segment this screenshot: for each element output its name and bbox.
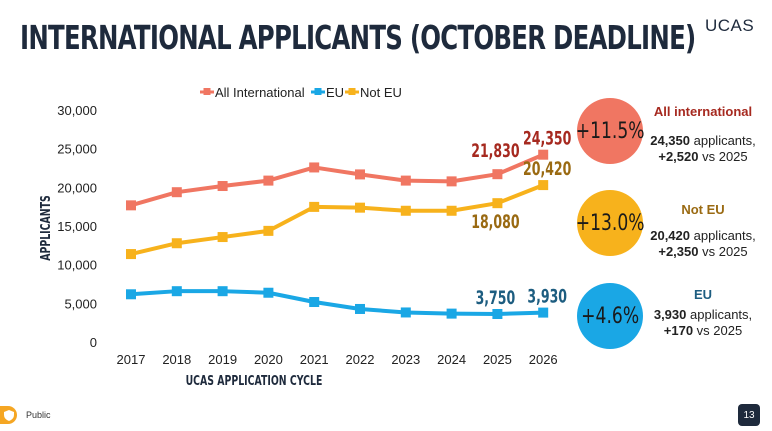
data-point: [355, 169, 365, 180]
summary-all-international-applicants: 24,350: [650, 133, 690, 148]
y-tick-label: 15,000: [57, 219, 97, 234]
x-axis-title: UCAS APPLICATION CYCLE: [186, 372, 323, 388]
data-point: [538, 307, 549, 318]
summary-eu-applicants: 3,930: [653, 307, 687, 322]
data-point: [446, 176, 457, 187]
data-point: [538, 180, 549, 191]
legend-label-2: Not EU: [360, 85, 402, 100]
classification-icon: [0, 406, 17, 424]
x-tick-label: 2017: [117, 352, 146, 367]
legend-marker-0: [203, 88, 211, 95]
y-tick-label: 0: [90, 335, 97, 350]
summary-not-eu-change: +2,350: [658, 244, 699, 259]
badge-eu: +4.6%: [577, 283, 643, 349]
data-point: [446, 205, 457, 216]
data-point: [492, 309, 503, 319]
data-point: [126, 289, 136, 300]
data-point: [263, 175, 274, 186]
data-point: [217, 286, 228, 297]
x-tick-label: 2021: [300, 352, 329, 367]
data-label: 3,750: [476, 286, 516, 308]
data-label: 24,350: [523, 127, 571, 149]
data-point: [400, 205, 411, 216]
data-point: [492, 169, 503, 180]
summary-not-eu-title: Not EU: [681, 202, 725, 217]
series-line-2: [130, 183, 544, 257]
data-point: [492, 198, 503, 209]
legend-marker-2: [348, 88, 356, 95]
data-point: [538, 149, 549, 160]
x-tick-label: 2024: [437, 352, 466, 367]
summary-eu-change-suffix: vs 2025: [693, 323, 743, 338]
data-point: [171, 286, 182, 297]
summary-eu-change: +170: [663, 323, 694, 338]
series-line-0: [130, 152, 544, 208]
badge-not-eu: +13.0%: [575, 190, 645, 256]
summary-eu-title: EU: [693, 287, 713, 302]
badge-not-eu-value: +13.0%: [575, 210, 645, 236]
badge-eu-value: +4.6%: [581, 303, 639, 329]
summary-not-eu-applicants-suffix: applicants,: [690, 228, 756, 243]
data-point: [446, 308, 457, 319]
x-tick-label: 2025: [483, 352, 512, 367]
summary-all-international-title: All international: [653, 104, 753, 119]
x-tick-label: 2026: [529, 352, 558, 367]
x-tick-label: 2018: [162, 352, 191, 367]
summary-eu-applicants-suffix: applicants,: [686, 307, 753, 322]
data-point: [263, 287, 274, 298]
summary-eu-text: 3,930 applicants, +170 vs 2025: [640, 307, 766, 339]
data-label: 21,830: [471, 139, 519, 161]
data-point: [217, 181, 228, 192]
legend-marker-1: [314, 88, 322, 95]
summary-not-eu-change-suffix: vs 2025: [698, 244, 748, 259]
data-point: [309, 162, 320, 173]
data-point: [171, 187, 182, 198]
data-point: [263, 225, 274, 236]
data-point: [400, 307, 411, 318]
page-number: 13: [738, 404, 760, 426]
data-label: 18,080: [471, 210, 519, 232]
x-tick-label: 2020: [254, 352, 283, 367]
classification-label: Public: [26, 410, 51, 420]
y-tick-label: 20,000: [57, 180, 97, 195]
data-point: [217, 232, 228, 243]
summary-all-international-change: +2,520: [658, 149, 699, 164]
data-point: [126, 249, 136, 260]
summary-all-international-change-suffix: vs 2025: [698, 149, 748, 164]
legend-label-0: All International: [215, 85, 305, 100]
y-tick-label: 10,000: [57, 258, 97, 273]
y-tick-label: 30,000: [57, 103, 97, 118]
data-point: [355, 202, 365, 213]
data-point: [309, 201, 320, 212]
data-point: [126, 200, 136, 211]
series-line-1: [130, 289, 544, 316]
y-tick-label: 5,000: [64, 296, 97, 311]
data-point: [400, 175, 411, 186]
summary-all-international-applicants-suffix: applicants,: [690, 133, 756, 148]
summary-all-international-text: 24,350 applicants, +2,520 vs 2025: [640, 133, 766, 165]
data-label: 20,420: [523, 157, 571, 179]
badge-all-international-value: +11.5%: [575, 118, 645, 144]
data-point: [355, 303, 365, 314]
badge-all-international: +11.5%: [575, 98, 645, 164]
page-title: INTERNATIONAL APPLICANTS (OCTOBER DEADLI…: [20, 18, 696, 57]
x-tick-label: 2019: [208, 352, 237, 367]
data-label: 3,930: [527, 285, 567, 307]
x-tick-label: 2022: [346, 352, 375, 367]
summary-not-eu-applicants: 20,420: [650, 228, 690, 243]
data-point: [309, 297, 320, 308]
summary-not-eu-text: 20,420 applicants, +2,350 vs 2025: [640, 228, 766, 260]
x-tick-label: 2023: [391, 352, 420, 367]
y-tick-label: 25,000: [57, 142, 97, 157]
legend-label-1: EU: [326, 85, 344, 100]
ucas-logo: UCAS: [705, 16, 755, 35]
data-point: [171, 238, 182, 249]
y-axis-title: APPLICANTS: [37, 195, 53, 260]
